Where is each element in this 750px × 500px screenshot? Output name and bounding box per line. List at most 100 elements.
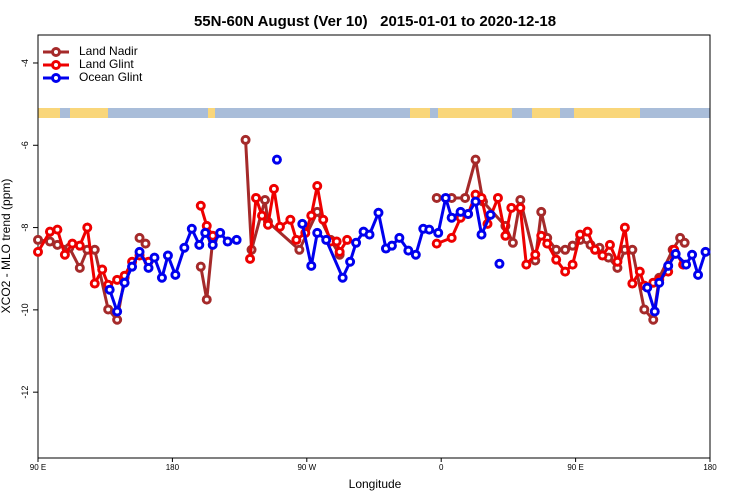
data-point: [162, 250, 173, 261]
data-point: [648, 314, 659, 325]
data-point: [134, 232, 145, 243]
data-point: [318, 214, 329, 225]
data-point: [306, 210, 317, 221]
data-point: [257, 210, 267, 221]
data-point: [170, 269, 181, 280]
data-point: [536, 230, 547, 241]
data-point: [575, 229, 586, 240]
data-point: [506, 202, 517, 213]
legend-swatch-point: [51, 73, 61, 83]
legend-label: Land Nadir: [79, 44, 138, 58]
ocean-strip: [560, 108, 574, 118]
data-point: [687, 249, 698, 260]
x-tick-label: 180: [703, 463, 717, 472]
data-point: [294, 244, 305, 255]
data-point: [274, 221, 285, 232]
data-point: [530, 249, 541, 260]
data-point: [312, 181, 323, 192]
ocean-strip: [640, 108, 710, 118]
data-point: [551, 244, 562, 255]
data-point: [186, 223, 197, 234]
data-point: [649, 306, 660, 317]
data-point: [271, 154, 282, 165]
data-point: [590, 244, 601, 255]
data-point: [331, 236, 342, 247]
data-point: [112, 306, 123, 317]
data-point: [494, 258, 505, 269]
data-point: [74, 240, 85, 251]
data-point: [431, 192, 442, 203]
data-point: [567, 259, 578, 270]
data-point: [551, 254, 562, 265]
legend-swatch-point: [51, 60, 61, 70]
data-point: [306, 260, 317, 271]
data-point: [195, 200, 206, 211]
y-tick-label: -4: [20, 59, 30, 67]
legend-swatch-point: [51, 47, 61, 57]
data-point: [119, 277, 130, 288]
data-point: [619, 222, 630, 233]
data-point: [112, 274, 123, 285]
data-point: [231, 234, 242, 245]
data-point: [455, 206, 466, 217]
x-tick-label: 180: [166, 463, 180, 472]
data-point: [604, 239, 615, 250]
chart-title: 55N-60N August (Ver 10) 2015-01-01 to 20…: [194, 13, 556, 30]
data-point: [59, 249, 70, 260]
data-point: [89, 278, 100, 289]
ocean-strip: [108, 108, 208, 118]
x-axis-label: Longitude: [349, 477, 402, 491]
data-point: [52, 224, 63, 235]
y-tick-label: -8: [20, 224, 30, 232]
data-point: [521, 259, 532, 270]
data-point: [44, 226, 55, 237]
data-point: [291, 234, 302, 245]
data-point: [201, 294, 212, 305]
data-point: [44, 236, 55, 247]
y-tick-label: -10: [20, 303, 30, 316]
data-point: [33, 234, 43, 245]
data-point: [612, 256, 623, 267]
legend-label: Land Glint: [79, 57, 134, 71]
data-point: [386, 240, 397, 251]
data-point: [460, 192, 471, 203]
data-point: [245, 253, 256, 264]
data-point: [485, 209, 496, 220]
data-point: [500, 230, 511, 241]
x-tick-label: 0: [439, 463, 444, 472]
data-point: [195, 261, 206, 272]
y-tick-label: -6: [20, 141, 30, 149]
data-point: [373, 207, 384, 218]
data-point: [597, 250, 608, 261]
data-point: [259, 195, 270, 206]
data-point: [639, 304, 650, 315]
ocean-strip: [512, 108, 532, 118]
y-tick-label: -12: [20, 386, 30, 399]
data-point: [679, 237, 690, 248]
data-point: [297, 218, 308, 229]
data-point: [285, 214, 296, 225]
legend-label: Ocean Glint: [79, 70, 143, 84]
data-point: [446, 212, 457, 223]
data-point: [542, 238, 553, 249]
data-point: [207, 239, 218, 250]
data-point: [251, 192, 262, 203]
data-point: [334, 246, 345, 257]
ocean-strip: [215, 108, 410, 118]
data-point: [156, 272, 167, 283]
x-tick-label: 90 E: [567, 463, 583, 472]
data-point: [351, 237, 362, 248]
data-point: [215, 227, 226, 238]
data-point: [103, 304, 114, 315]
data-point: [470, 154, 481, 165]
data-point: [240, 134, 251, 145]
data-point: [440, 192, 451, 203]
data-point: [364, 229, 375, 240]
data-point: [262, 219, 273, 230]
data-point: [82, 222, 93, 233]
data-point: [394, 232, 405, 243]
data-point: [700, 246, 711, 257]
data-point: [222, 236, 233, 247]
x-tick-label: 90 E: [30, 463, 46, 472]
plot-frame: [37, 34, 711, 459]
